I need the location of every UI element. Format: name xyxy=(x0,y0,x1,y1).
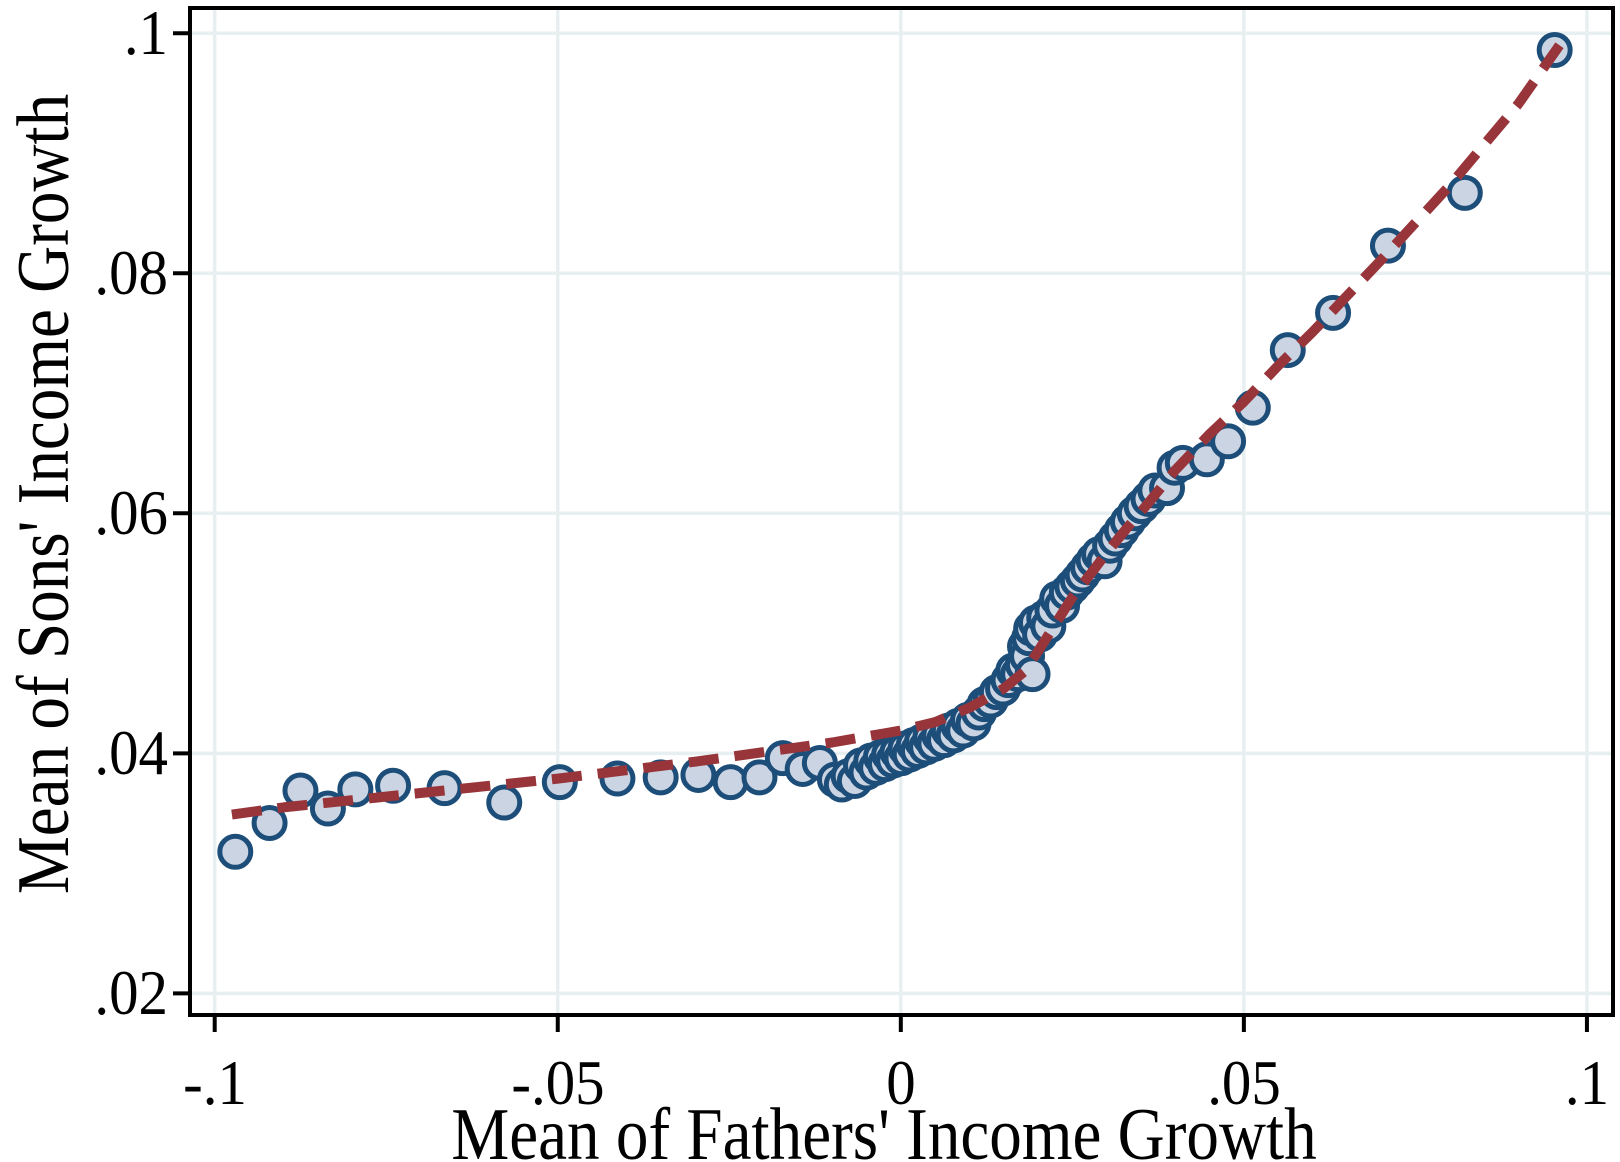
scatter-point xyxy=(217,833,254,870)
y-tick-label: .04 xyxy=(94,717,168,789)
scatter-point xyxy=(1446,174,1483,211)
y-tick-label: .06 xyxy=(94,477,168,549)
x-tick-label: -.05 xyxy=(511,1047,605,1118)
x-tick-label: 0 xyxy=(886,1047,916,1118)
x-tick-label: .1 xyxy=(1564,1047,1610,1118)
scatter-point xyxy=(1210,423,1247,460)
y-tick-label: .1 xyxy=(123,0,168,69)
scatter-point xyxy=(486,784,523,821)
y-tick-label: .08 xyxy=(94,237,168,309)
fit-line xyxy=(231,42,1564,820)
x-tick-label: .05 xyxy=(1207,1047,1281,1118)
y-axis-title: Mean of Sons' Income Growth xyxy=(3,93,85,895)
x-axis-title: Mean of Fathers' Income Growth xyxy=(451,1094,1317,1162)
x-tick-label: -.1 xyxy=(182,1047,247,1118)
y-tick-label: .02 xyxy=(94,957,168,1029)
scatter-point xyxy=(741,759,778,796)
scatter-point xyxy=(712,764,749,801)
